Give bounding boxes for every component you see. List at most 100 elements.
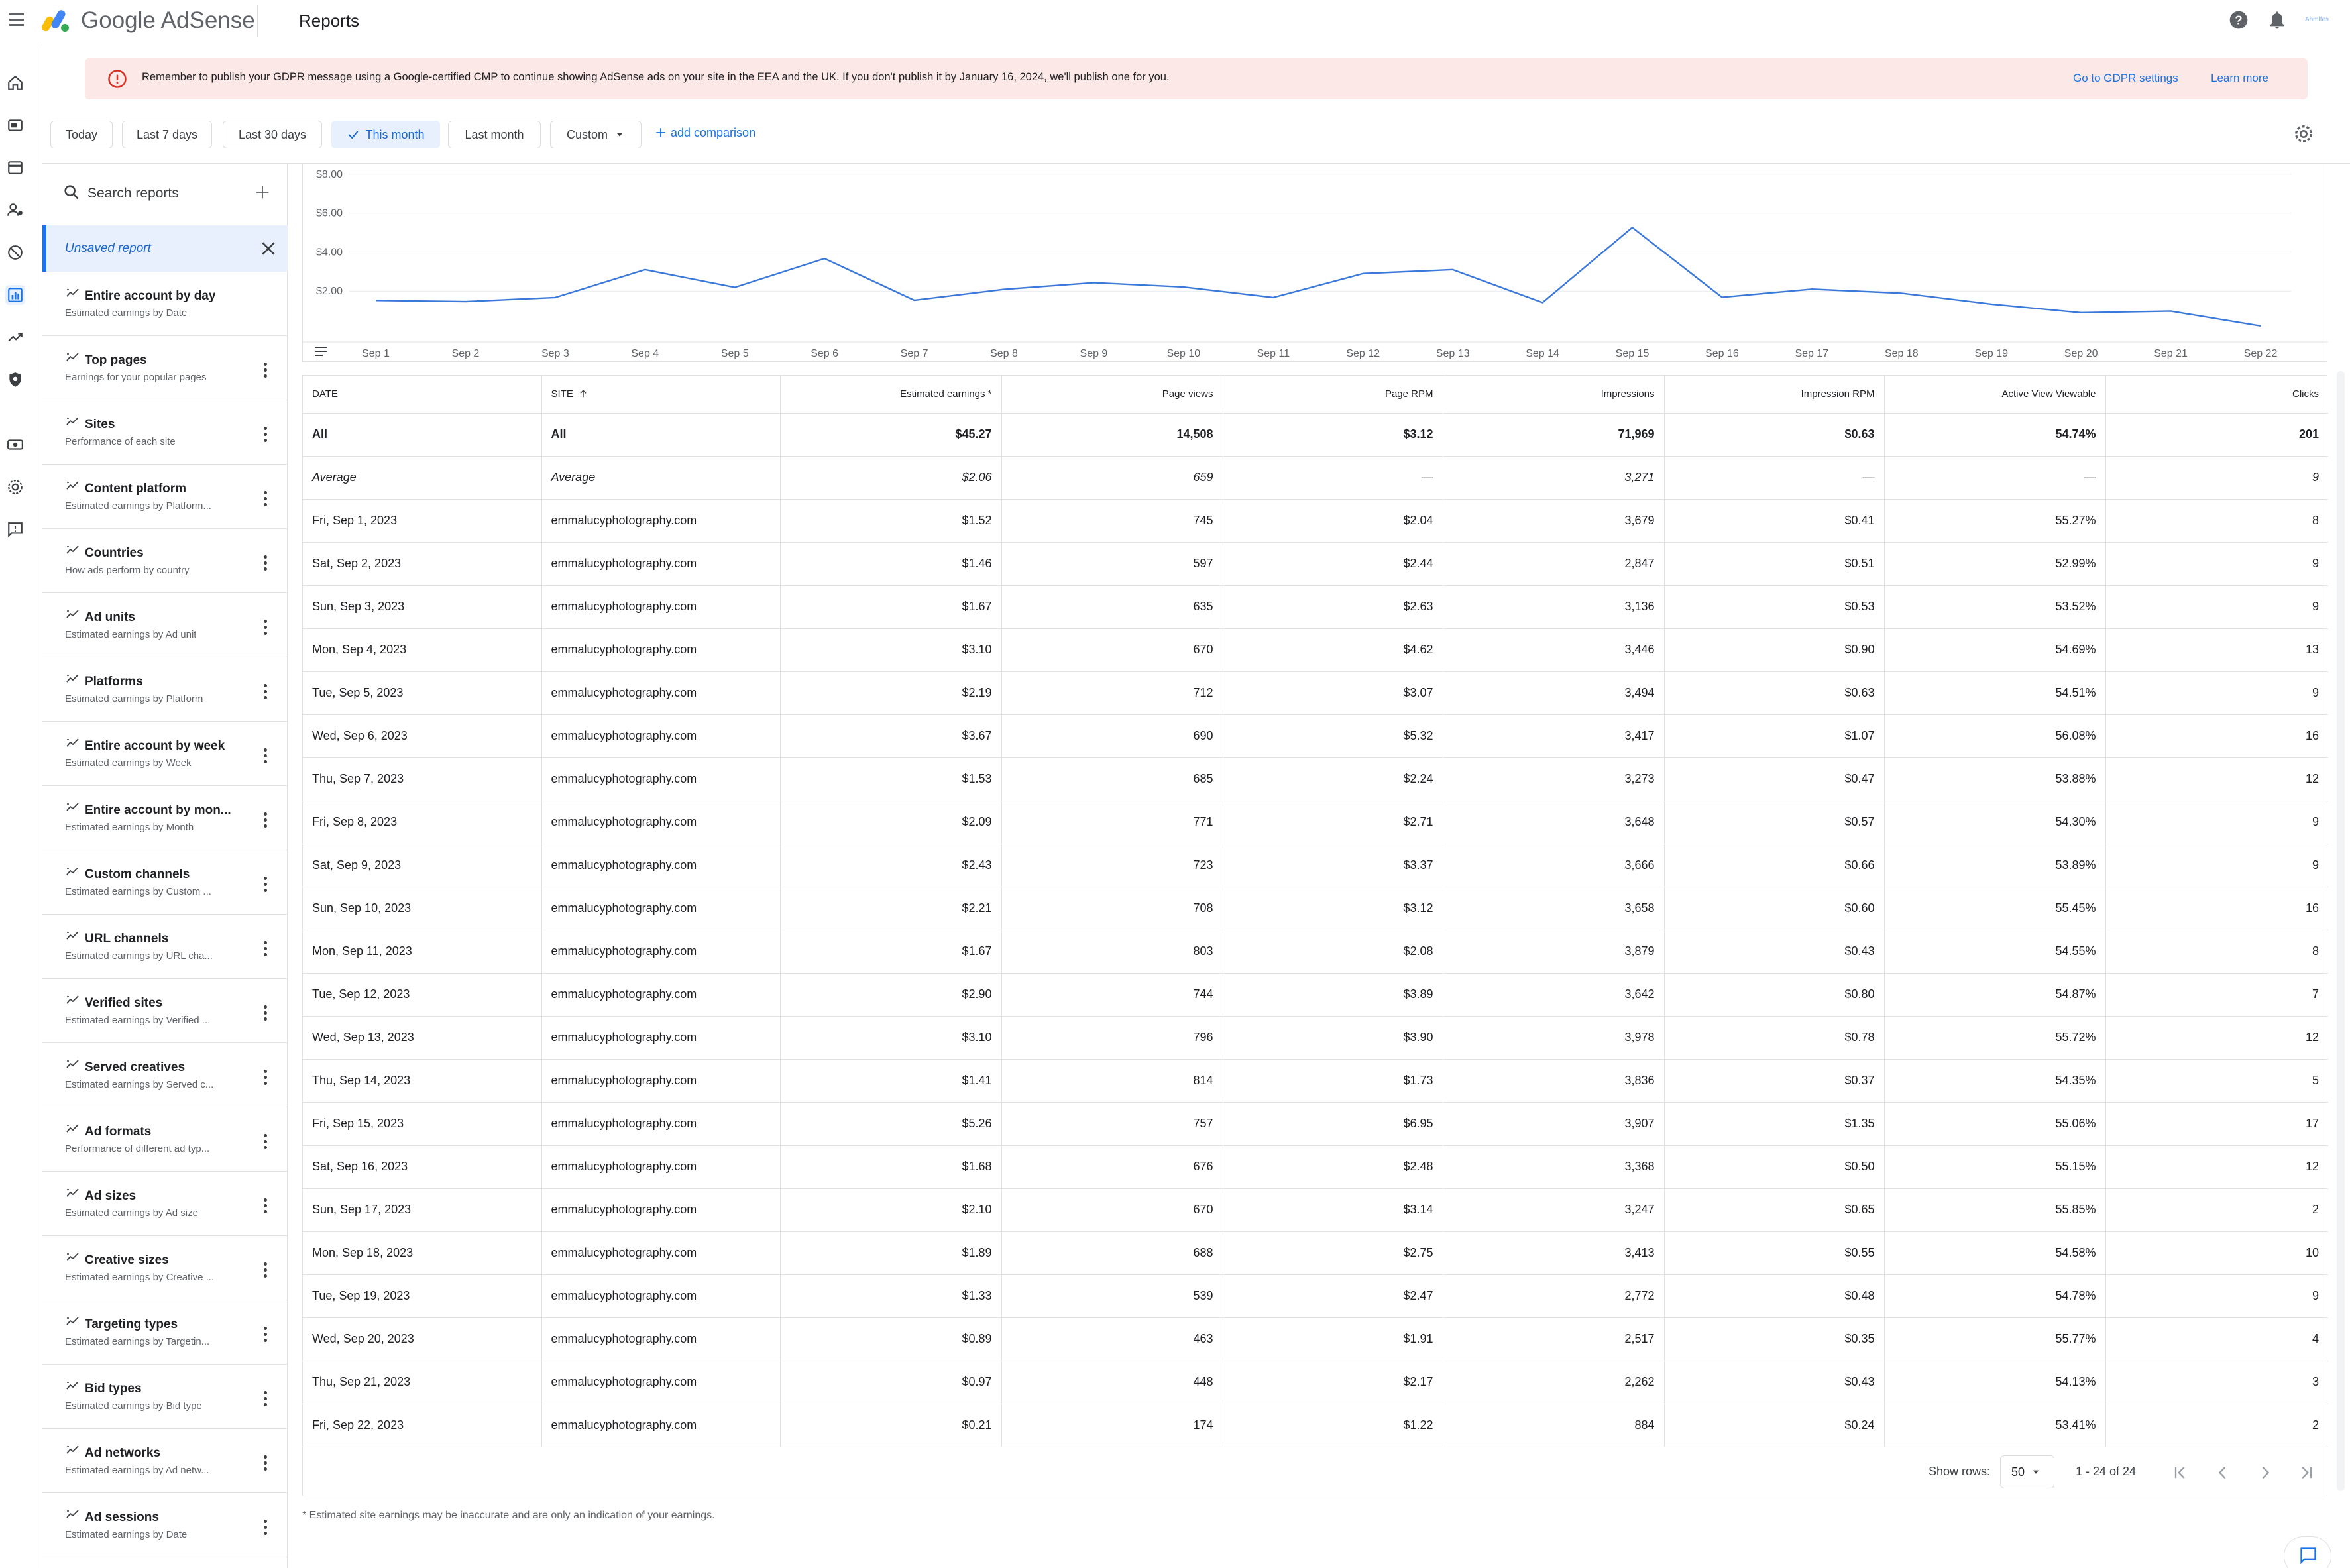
more-options-icon[interactable] (261, 1198, 269, 1217)
home-icon[interactable] (5, 73, 25, 93)
sites-icon[interactable] (5, 115, 25, 135)
table-cell: $2.90 (780, 973, 1002, 1017)
payments-icon[interactable] (5, 435, 25, 455)
send-feedback-button[interactable] (2284, 1536, 2331, 1568)
report-item[interactable]: Ad networks Estimated earnings by Ad netw… (42, 1429, 288, 1493)
first-page-icon[interactable] (2171, 1463, 2190, 1482)
vertical-scrollbar[interactable] (2337, 371, 2345, 1491)
more-options-icon[interactable] (261, 363, 269, 381)
more-options-icon[interactable] (261, 620, 269, 638)
optimization-icon[interactable] (5, 327, 25, 347)
report-item[interactable]: Creative sizes Estimated earnings by Crea… (42, 1236, 288, 1300)
report-item-subtitle: Estimated earnings by Served c... (65, 1079, 214, 1090)
report-item-title: Custom channels (85, 868, 190, 881)
learn-more-link[interactable]: Learn more (2211, 72, 2268, 84)
x-tick-label: Sep 8 (990, 348, 1018, 359)
filter-last-30-days[interactable]: Last 30 days (223, 121, 322, 148)
column-header-page-views[interactable]: Page views (1001, 376, 1223, 414)
more-options-icon[interactable] (261, 555, 269, 574)
more-options-icon[interactable] (261, 1005, 269, 1024)
filter-this-month[interactable]: This month (331, 121, 440, 148)
more-options-icon[interactable] (261, 684, 269, 702)
brand-safety-icon[interactable] (5, 370, 25, 390)
table-cell: 8 (2105, 499, 2328, 543)
brand-name[interactable]: Google AdSense (81, 7, 255, 33)
more-options-icon[interactable] (261, 1327, 269, 1345)
unsaved-report-item[interactable]: Unsaved report (42, 225, 288, 272)
report-item[interactable]: Platforms Estimated earnings by Platform (42, 657, 288, 722)
more-options-icon[interactable] (261, 748, 269, 767)
report-item[interactable]: Custom channels Estimated earnings by Cus… (42, 850, 288, 915)
gdpr-settings-link[interactable]: Go to GDPR settings (2073, 72, 2178, 84)
more-options-icon[interactable] (261, 1520, 269, 1538)
report-item[interactable]: Bid types Estimated earnings by Bid type (42, 1365, 288, 1429)
feedback-icon[interactable] (5, 520, 25, 539)
report-item[interactable]: URL channels Estimated earnings by URL ch… (42, 915, 288, 979)
privacy-messaging-icon[interactable] (5, 200, 25, 220)
report-settings-gear-icon[interactable] (2293, 123, 2314, 144)
more-options-icon[interactable] (261, 1455, 269, 1474)
help-icon[interactable]: ? (2228, 9, 2249, 30)
more-options-icon[interactable] (261, 1391, 269, 1410)
more-options-icon[interactable] (261, 941, 269, 960)
blocking-controls-icon[interactable] (5, 243, 25, 262)
filter-last-month[interactable]: Last month (448, 121, 541, 148)
report-item[interactable]: Top pages Earnings for your popular pages (42, 336, 288, 400)
report-item[interactable]: Ad units Estimated earnings by Ad unit (42, 593, 288, 657)
more-options-icon[interactable] (261, 1134, 269, 1152)
report-item[interactable]: Entire account by week Estimated earnings… (42, 722, 288, 786)
notifications-bell-icon[interactable] (2266, 9, 2288, 30)
column-header-clicks[interactable]: Clicks (2105, 376, 2328, 414)
more-options-icon[interactable] (261, 1070, 269, 1088)
saved-report-trend-icon (66, 1188, 79, 1197)
column-header-estimated-earnings[interactable]: Estimated earnings * (780, 376, 1002, 414)
column-header-site[interactable]: SITE (541, 376, 781, 414)
report-item[interactable]: Verified sites Estimated earnings by Veri… (42, 979, 288, 1043)
next-page-icon[interactable] (2256, 1463, 2274, 1482)
report-item[interactable]: Ad sessions Estimated earnings by Date (42, 1493, 288, 1557)
more-options-icon[interactable] (261, 877, 269, 895)
previous-page-icon[interactable] (2213, 1463, 2232, 1482)
search-reports-input[interactable]: Search reports (87, 186, 179, 201)
filter-today[interactable]: Today (50, 121, 113, 148)
column-header-impressions[interactable]: Impressions (1443, 376, 1665, 414)
table-row: Wed, Sep 20, 2023 emmalucyphotography.com… (303, 1317, 2328, 1361)
ads-icon[interactable] (5, 158, 25, 178)
menu-icon[interactable] (9, 13, 24, 28)
column-header-active-view-viewable[interactable]: Active View Viewable (1884, 376, 2106, 414)
chart-legend-toggle-icon[interactable] (315, 347, 327, 356)
table-cell: $3.37 (1223, 844, 1443, 887)
filter-custom[interactable]: Custom (550, 121, 642, 148)
report-item[interactable]: Entire account by mon... Estimated earnin… (42, 786, 288, 850)
report-item[interactable]: Sites Performance of each site (42, 400, 288, 465)
rows-per-page-select[interactable]: 50 (2000, 1455, 2054, 1488)
more-options-icon[interactable] (261, 812, 269, 831)
filter-last-7-days[interactable]: Last 7 days (122, 121, 212, 148)
table-cell: 55.45% (1884, 887, 2106, 930)
table-cell: Mon, Sep 18, 2023 (303, 1231, 542, 1275)
report-item[interactable]: Ad sizes Estimated earnings by Ad size (42, 1172, 288, 1236)
last-page-icon[interactable] (2297, 1463, 2316, 1482)
column-header-impression-rpm[interactable]: Impression RPM (1664, 376, 1885, 414)
report-item[interactable]: Served creatives Estimated earnings by Se… (42, 1043, 288, 1107)
more-options-icon[interactable] (261, 491, 269, 510)
close-icon[interactable] (260, 240, 277, 257)
table-cell: $2.75 (1223, 1231, 1443, 1275)
add-report-plus-icon[interactable] (253, 183, 272, 201)
report-item[interactable]: Content platform Estimated earnings by Pl… (42, 465, 288, 529)
table-cell: 757 (1001, 1102, 1223, 1146)
account-settings-icon[interactable] (5, 477, 25, 497)
report-item[interactable]: Ad formats Performance of different ad ty… (42, 1107, 288, 1172)
reports-icon[interactable] (5, 285, 25, 305)
more-options-icon[interactable] (261, 1262, 269, 1281)
add-comparison-button[interactable]: add comparison (655, 126, 755, 140)
report-item[interactable]: Targeting types Estimated earnings by Tar… (42, 1300, 288, 1365)
column-header-date[interactable]: DATE (303, 376, 542, 414)
account-avatar[interactable]: Ahmlfes (2304, 16, 2329, 23)
report-item[interactable]: Countries How ads perform by country (42, 529, 288, 593)
table-row: Tue, Sep 19, 2023 emmalucyphotography.com… (303, 1274, 2328, 1318)
search-reports[interactable]: Search reports (42, 164, 288, 221)
more-options-icon[interactable] (261, 427, 269, 445)
column-header-page-rpm[interactable]: Page RPM (1223, 376, 1443, 414)
report-item[interactable]: Entire account by day Estimated earnings … (42, 272, 288, 336)
